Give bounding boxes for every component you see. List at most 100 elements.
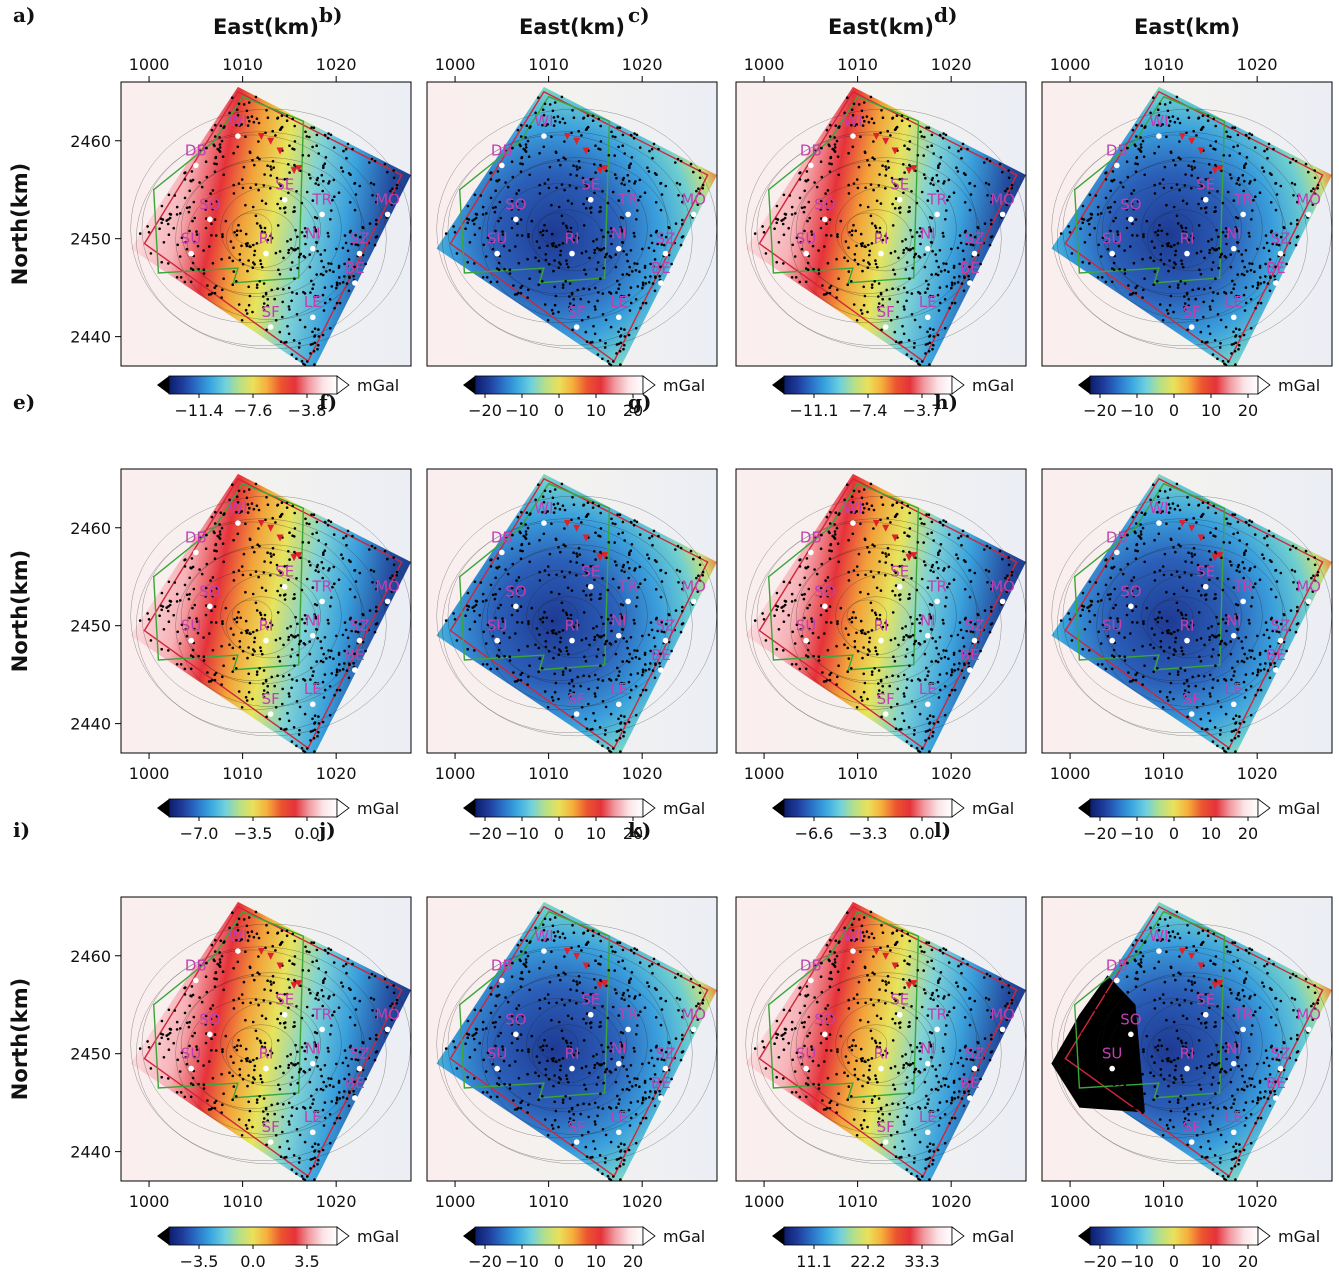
station-point [278, 569, 281, 573]
station-point [349, 616, 353, 620]
site-label: SZ [656, 617, 676, 635]
site-marker [319, 211, 325, 218]
station-point [923, 652, 927, 656]
station-point [618, 283, 621, 286]
station-point [1119, 181, 1122, 184]
station-point [1256, 247, 1259, 251]
station-point [247, 690, 251, 694]
station-point [481, 663, 485, 666]
station-point [1271, 629, 1274, 633]
station-point [582, 116, 586, 120]
station-point [1134, 144, 1137, 148]
station-point [1214, 527, 1218, 530]
station-point [278, 594, 282, 597]
station-point [246, 242, 249, 245]
station-point [593, 286, 597, 290]
vent-triangle [872, 132, 880, 140]
station-point [1232, 717, 1235, 721]
station-point [259, 646, 262, 649]
station-point [1131, 128, 1135, 132]
station-point [270, 675, 274, 679]
station-point [1135, 671, 1139, 675]
station-point [1109, 205, 1112, 209]
station-point [541, 233, 545, 237]
station-point [593, 719, 597, 723]
station-point [220, 526, 224, 530]
station-point [901, 627, 904, 630]
contour-line [1057, 131, 1308, 346]
site-label: NI [1226, 225, 1242, 243]
station-point [286, 324, 289, 328]
station-point [293, 955, 297, 958]
station-point [265, 715, 268, 719]
station-point [961, 249, 965, 253]
station-point [832, 149, 836, 152]
station-point [931, 295, 935, 298]
site-marker [896, 583, 903, 590]
station-point [1238, 539, 1241, 542]
station-point [947, 178, 951, 182]
station-point [251, 159, 254, 162]
station-point [213, 170, 217, 173]
station-point [455, 639, 459, 642]
station-point [835, 526, 839, 530]
colorbar-tick-label: 0.0 [294, 824, 319, 843]
station-point [175, 600, 179, 603]
station-point [595, 655, 599, 658]
station-point [255, 222, 259, 225]
station-point [826, 261, 830, 265]
station-point [386, 557, 389, 561]
station-point [296, 1062, 300, 1065]
station-point [210, 234, 213, 237]
station-point [1163, 165, 1167, 169]
station-point [319, 640, 323, 643]
station-point [1219, 705, 1223, 709]
station-point [276, 202, 279, 206]
station-point [681, 218, 684, 222]
vent-triangle [882, 137, 890, 145]
station-point [893, 659, 897, 663]
station-point [333, 195, 336, 198]
station-point [1282, 640, 1286, 644]
station-point [176, 1058, 179, 1062]
station-point [1248, 649, 1251, 652]
station-point [288, 171, 291, 174]
station-point [343, 662, 346, 665]
station-point [1268, 676, 1272, 680]
station-point [472, 609, 476, 613]
colorbar-tick-label: 0 [554, 824, 564, 843]
station-point [897, 643, 900, 647]
station-point [973, 235, 977, 239]
station-point [1208, 163, 1211, 166]
station-point [1213, 635, 1216, 638]
site-marker [1202, 583, 1209, 590]
station-point [822, 293, 826, 296]
station-point [473, 649, 476, 652]
station-point [569, 231, 573, 234]
station-point [1134, 170, 1138, 173]
station-point [1235, 241, 1239, 244]
station-point [354, 193, 358, 196]
site-marker [384, 598, 391, 605]
site-label: BE [651, 646, 671, 664]
station-point [923, 135, 926, 139]
station-point [1307, 557, 1310, 561]
station-point [1229, 652, 1233, 656]
station-point [1168, 672, 1171, 676]
station-point [563, 508, 567, 512]
station-point [395, 998, 399, 1002]
station-point [481, 592, 485, 596]
station-point [210, 515, 214, 519]
station-point [857, 165, 861, 169]
station-point [248, 506, 251, 510]
vent-triangle [891, 534, 899, 542]
station-point [603, 733, 607, 736]
station-point [1238, 722, 1242, 725]
station-point [609, 255, 613, 259]
station-point [762, 231, 766, 234]
station-point [173, 581, 177, 584]
colorbar-low-arrow [772, 799, 784, 817]
station-point [221, 155, 225, 158]
station-point [654, 588, 658, 591]
station-point [918, 750, 922, 753]
